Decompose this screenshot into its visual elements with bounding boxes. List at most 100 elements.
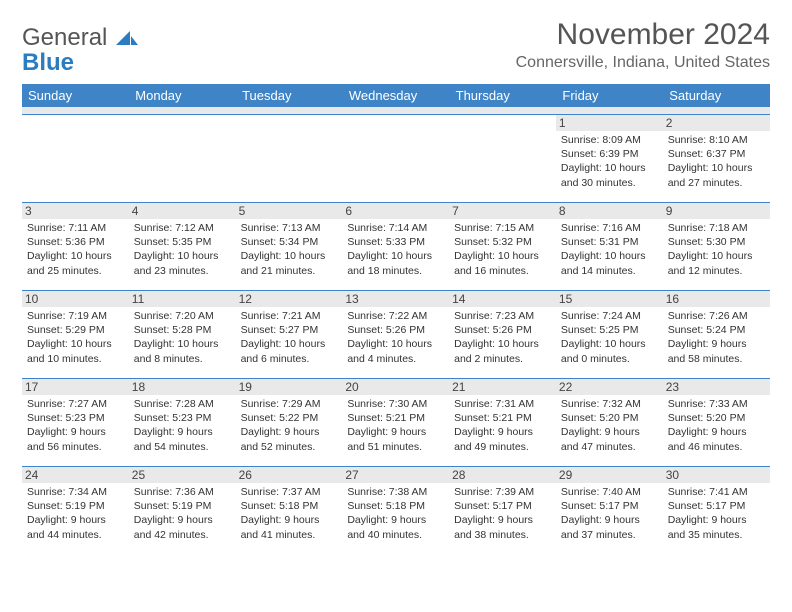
daylight-line: Daylight: 10 hours and 4 minutes. — [347, 337, 444, 365]
day-number: 24 — [22, 467, 129, 483]
sunrise-line: Sunrise: 7:22 AM — [347, 309, 444, 323]
daylight-line: Daylight: 10 hours and 2 minutes. — [454, 337, 551, 365]
day-number: 6 — [342, 203, 449, 219]
sunset-line: Sunset: 5:23 PM — [134, 411, 231, 425]
sunrise-line: Sunrise: 7:14 AM — [347, 221, 444, 235]
daylight-line: Daylight: 10 hours and 6 minutes. — [241, 337, 338, 365]
daylight-line: Daylight: 9 hours and 40 minutes. — [347, 513, 444, 541]
weekday-header-row: SundayMondayTuesdayWednesdayThursdayFrid… — [22, 84, 770, 107]
calendar-empty-cell — [236, 115, 343, 203]
day-number: 20 — [342, 379, 449, 395]
day-info: Sunrise: 7:13 AMSunset: 5:34 PMDaylight:… — [241, 221, 338, 278]
daylight-line: Daylight: 10 hours and 30 minutes. — [561, 161, 658, 189]
calendar-day-cell: 19 Sunrise: 7:29 AMSunset: 5:22 PMDayligh… — [236, 379, 343, 467]
calendar-day-cell: 18Sunrise: 7:28 AMSunset: 5:23 PMDayligh… — [129, 379, 236, 467]
daylight-line: Daylight: 9 hours and 41 minutes. — [241, 513, 338, 541]
sunrise-line: Sunrise: 7:15 AM — [454, 221, 551, 235]
sunset-line: Sunset: 5:21 PM — [347, 411, 444, 425]
daylight-line: Daylight: 9 hours and 38 minutes. — [454, 513, 551, 541]
day-info: Sunrise: 7:41 AMSunset: 5:17 PMDaylight:… — [668, 485, 765, 542]
day-info: Sunrise: 7:29 AMSunset: 5:22 PMDaylight:… — [241, 397, 338, 454]
day-info: Sunrise: 7:20 AMSunset: 5:28 PMDaylight:… — [134, 309, 231, 366]
calendar-table: SundayMondayTuesdayWednesdayThursdayFrid… — [22, 84, 770, 555]
day-number: 11 — [129, 291, 236, 307]
sunset-line: Sunset: 6:39 PM — [561, 147, 658, 161]
day-info: Sunrise: 7:31 AMSunset: 5:21 PMDaylight:… — [454, 397, 551, 454]
sunrise-line: Sunrise: 7:18 AM — [668, 221, 765, 235]
sunrise-line: Sunrise: 7:11 AM — [27, 221, 124, 235]
sunset-line: Sunset: 5:35 PM — [134, 235, 231, 249]
title-block: November 2024 Connersville, Indiana, Uni… — [516, 18, 770, 72]
sunset-line: Sunset: 5:33 PM — [347, 235, 444, 249]
month-title: November 2024 — [516, 18, 770, 52]
day-number: 3 — [22, 203, 129, 219]
header: General Blue November 2024 Connersville,… — [22, 18, 770, 74]
sunset-line: Sunset: 5:25 PM — [561, 323, 658, 337]
logo: General Blue — [22, 18, 138, 74]
calendar-day-cell: 20 Sunrise: 7:30 AMSunset: 5:21 PMDayligh… — [342, 379, 449, 467]
calendar-day-cell: 24Sunrise: 7:34 AMSunset: 5:19 PMDayligh… — [22, 467, 129, 555]
calendar-day-cell: 13 Sunrise: 7:22 AMSunset: 5:26 PMDayligh… — [342, 291, 449, 379]
day-number: 4 — [129, 203, 236, 219]
calendar-day-cell: 15Sunrise: 7:24 AMSunset: 5:25 PMDayligh… — [556, 291, 663, 379]
sunrise-line: Sunrise: 7:31 AM — [454, 397, 551, 411]
sunrise-line: Sunrise: 7:39 AM — [454, 485, 551, 499]
calendar-empty-cell — [342, 115, 449, 203]
day-info: Sunrise: 7:22 AMSunset: 5:26 PMDaylight:… — [347, 309, 444, 366]
sunrise-line: Sunrise: 7:32 AM — [561, 397, 658, 411]
day-number: 26 — [236, 467, 343, 483]
day-info: Sunrise: 7:36 AMSunset: 5:19 PMDaylight:… — [134, 485, 231, 542]
day-number: 19 — [236, 379, 343, 395]
day-info: Sunrise: 8:09 AMSunset: 6:39 PMDaylight:… — [561, 133, 658, 190]
calendar-day-cell: 7Sunrise: 7:15 AMSunset: 5:32 PMDaylight… — [449, 203, 556, 291]
day-number: 1 — [556, 115, 663, 131]
sunrise-line: Sunrise: 7:12 AM — [134, 221, 231, 235]
daylight-line: Daylight: 10 hours and 18 minutes. — [347, 249, 444, 277]
sunrise-line: Sunrise: 7:23 AM — [454, 309, 551, 323]
day-info: Sunrise: 7:11 AMSunset: 5:36 PMDaylight:… — [27, 221, 124, 278]
calendar-day-cell: 23Sunrise: 7:33 AMSunset: 5:20 PMDayligh… — [663, 379, 770, 467]
weekday-header: Saturday — [663, 84, 770, 107]
day-number: 23 — [663, 379, 770, 395]
sunset-line: Sunset: 5:34 PM — [241, 235, 338, 249]
sunset-line: Sunset: 6:37 PM — [668, 147, 765, 161]
sunrise-line: Sunrise: 7:19 AM — [27, 309, 124, 323]
daylight-line: Daylight: 10 hours and 10 minutes. — [27, 337, 124, 365]
calendar-day-cell: 8Sunrise: 7:16 AMSunset: 5:31 PMDaylight… — [556, 203, 663, 291]
calendar-day-cell: 29Sunrise: 7:40 AMSunset: 5:17 PMDayligh… — [556, 467, 663, 555]
day-number: 25 — [129, 467, 236, 483]
weekday-header: Wednesday — [342, 84, 449, 107]
sunset-line: Sunset: 5:21 PM — [454, 411, 551, 425]
sunrise-line: Sunrise: 7:27 AM — [27, 397, 124, 411]
sunset-line: Sunset: 5:28 PM — [134, 323, 231, 337]
sunset-line: Sunset: 5:19 PM — [134, 499, 231, 513]
sunrise-line: Sunrise: 7:30 AM — [347, 397, 444, 411]
logo-word-1: General — [22, 24, 107, 51]
day-number: 28 — [449, 467, 556, 483]
sunset-line: Sunset: 5:20 PM — [668, 411, 765, 425]
sunrise-line: Sunrise: 8:09 AM — [561, 133, 658, 147]
daylight-line: Daylight: 10 hours and 21 minutes. — [241, 249, 338, 277]
calendar-week-row: 17Sunrise: 7:27 AMSunset: 5:23 PMDayligh… — [22, 379, 770, 467]
day-number: 17 — [22, 379, 129, 395]
calendar-day-cell: 2Sunrise: 8:10 AMSunset: 6:37 PMDaylight… — [663, 115, 770, 203]
day-info: Sunrise: 7:39 AMSunset: 5:17 PMDaylight:… — [454, 485, 551, 542]
day-number: 15 — [556, 291, 663, 307]
sunset-line: Sunset: 5:23 PM — [27, 411, 124, 425]
day-number: 2 — [663, 115, 770, 131]
sunrise-line: Sunrise: 7:36 AM — [134, 485, 231, 499]
calendar-empty-cell — [129, 115, 236, 203]
sunrise-line: Sunrise: 7:40 AM — [561, 485, 658, 499]
daylight-line: Daylight: 9 hours and 37 minutes. — [561, 513, 658, 541]
day-number: 13 — [342, 291, 449, 307]
sunset-line: Sunset: 5:30 PM — [668, 235, 765, 249]
day-info: Sunrise: 7:19 AMSunset: 5:29 PMDaylight:… — [27, 309, 124, 366]
calendar-week-row: 10Sunrise: 7:19 AMSunset: 5:29 PMDayligh… — [22, 291, 770, 379]
sunset-line: Sunset: 5:22 PM — [241, 411, 338, 425]
calendar-day-cell: 22Sunrise: 7:32 AMSunset: 5:20 PMDayligh… — [556, 379, 663, 467]
sunrise-line: Sunrise: 8:10 AM — [668, 133, 765, 147]
day-number: 21 — [449, 379, 556, 395]
calendar-day-cell: 5Sunrise: 7:13 AMSunset: 5:34 PMDaylight… — [236, 203, 343, 291]
day-info: Sunrise: 7:30 AMSunset: 5:21 PMDaylight:… — [347, 397, 444, 454]
sunrise-line: Sunrise: 7:26 AM — [668, 309, 765, 323]
